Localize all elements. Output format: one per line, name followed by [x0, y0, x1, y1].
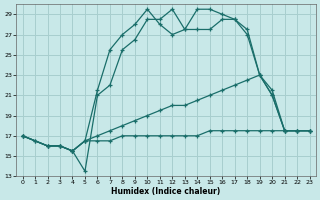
X-axis label: Humidex (Indice chaleur): Humidex (Indice chaleur)	[111, 187, 221, 196]
